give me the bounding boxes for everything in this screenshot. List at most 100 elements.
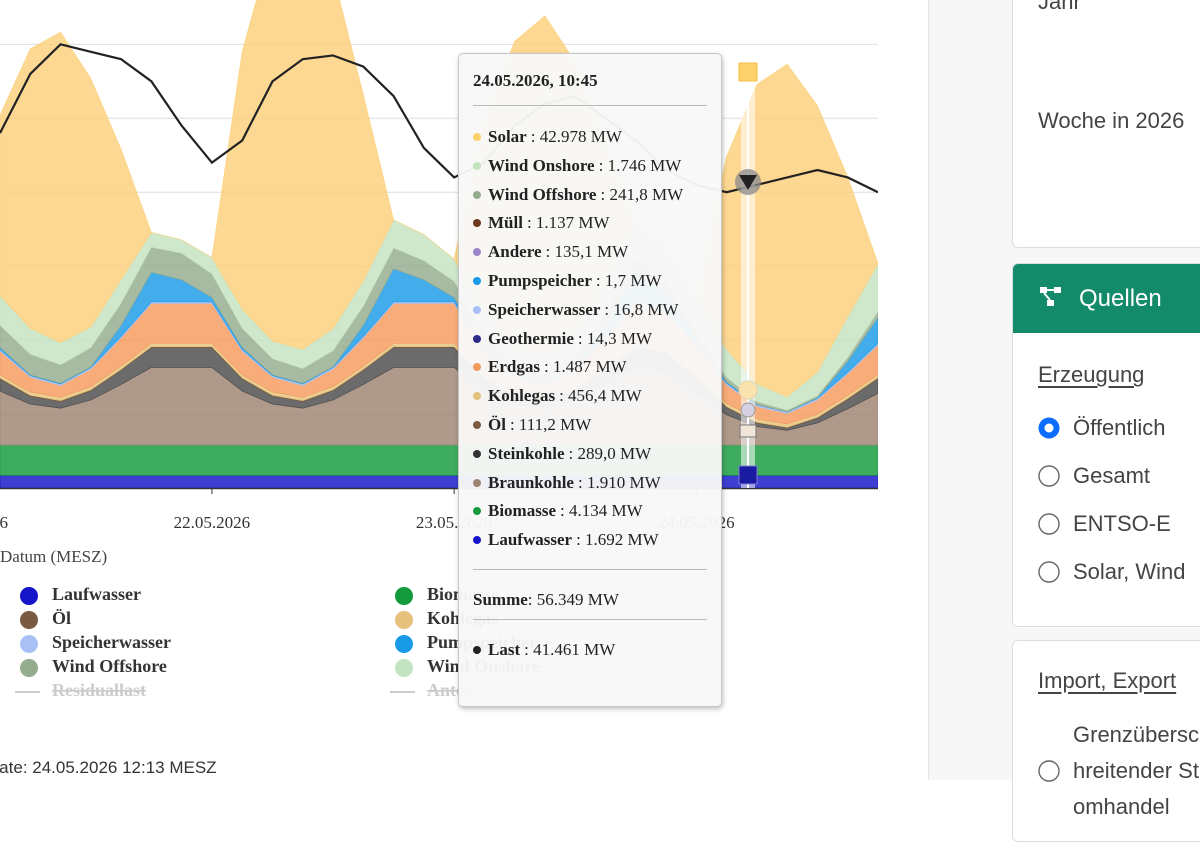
radio-ring <box>1038 465 1060 487</box>
legend-dot <box>473 536 481 545</box>
series-name: Kohlegas <box>488 386 556 406</box>
area <box>0 0 878 398</box>
series-name: Solar <box>488 127 527 146</box>
tooltip-load: Last: 41.461 MW <box>473 636 707 665</box>
series-name: Erdgas <box>488 357 540 377</box>
series-name: Andere <box>488 242 542 262</box>
tooltip-row: Biomasse: 4.134 MW <box>473 497 707 526</box>
series-name: Wind Onshore <box>488 155 595 175</box>
series-name: Steinkohle <box>488 443 565 463</box>
hover-marker <box>740 402 756 418</box>
series-name: Geothermie <box>488 328 574 348</box>
legend-marker <box>395 587 413 605</box>
import-card: Import, Export Grenzüberschreitender Str… <box>1012 640 1200 842</box>
legend-dot <box>473 507 481 516</box>
legend-marker <box>20 587 38 605</box>
series-value: : 241,8 MW <box>600 184 684 204</box>
series-value: : 1.692 MW <box>576 530 659 550</box>
radio-label: Grenzüberschreitender Stromhandel <box>1073 722 1200 819</box>
series-name: Wind Offshore <box>488 184 597 204</box>
radio-ring <box>1038 513 1060 535</box>
tooltip-row: Laufwasser: 1.692 MW <box>473 526 707 555</box>
radio-label: Solar, Wind <box>1073 559 1186 584</box>
radio-ring <box>1038 561 1060 583</box>
sources-card: Quellen Erzeugung Öffentlich Gesamt ENTSO-… <box>1012 263 1200 627</box>
tooltip-row: Braunkohle: 1.910 MW <box>473 469 707 498</box>
tooltip-row: Pumpspeicher: 1,7 MW <box>473 267 707 296</box>
radio-option[interactable]: Grenzüberschreitender Stromhandel <box>1037 717 1200 825</box>
tooltip-row: Speicherwasser: 16,8 MW <box>473 296 707 325</box>
hover-marker <box>738 465 758 485</box>
chart: 0100002000030000400005000060000 21.05.20… <box>0 0 878 700</box>
series-value: : 14,3 MW <box>577 328 653 348</box>
x-axis-title: Datum (MESZ) <box>0 547 107 566</box>
update-time: Update: 24.05.2026 12:13 MESZ <box>0 758 217 777</box>
sources-header[interactable]: Quellen <box>1013 264 1200 333</box>
sum-label: Summe <box>473 589 528 609</box>
radio-ring <box>1038 760 1060 782</box>
tooltip-row: Solar: 42.978 MW <box>473 123 707 152</box>
tooltip-row: Erdgas: 1.487 MW <box>473 353 707 382</box>
radio-option[interactable]: ENTSO-E <box>1037 511 1171 537</box>
load-label: Last <box>488 639 521 659</box>
tooltip-row: Kohlegas: 456,4 MW <box>473 382 707 411</box>
series-value: : 1.487 MW <box>543 357 627 377</box>
radio-button[interactable] <box>1037 464 1061 488</box>
hover-marker <box>739 424 757 438</box>
series-name: Biomasse <box>488 501 556 521</box>
divider <box>473 105 707 106</box>
radio-button[interactable] <box>1037 560 1061 584</box>
crosshair <box>735 62 761 488</box>
series-name: Pumpspeicher <box>488 270 592 290</box>
series-value: : 1.910 MW <box>577 472 661 492</box>
legend-label: Öl <box>52 608 71 628</box>
legend-marker <box>20 611 38 629</box>
legend-label: Wind Offshore <box>52 656 167 676</box>
legend-label: Laufwasser <box>52 584 141 604</box>
x-tick-label: 21.05.2026 <box>0 513 8 532</box>
radio-button[interactable] <box>1037 512 1061 536</box>
legend-dot <box>473 449 481 458</box>
radio-option[interactable]: Gesamt <box>1037 463 1150 489</box>
legend-dot <box>473 161 481 170</box>
load-value: : 41.461 MW <box>524 639 616 659</box>
radio-option[interactable]: Öffentlich <box>1037 415 1166 441</box>
hover-marker <box>738 62 758 82</box>
line <box>0 43 878 194</box>
tooltip-row: Müll: 1.137 MW <box>473 209 707 238</box>
series-value: : 4.134 MW <box>560 501 643 521</box>
sources-icon <box>1040 287 1061 306</box>
legend-dot <box>473 478 481 487</box>
tooltip-row: Öl: 111,2 MW <box>473 411 707 440</box>
legend-dot <box>473 645 481 654</box>
radio-dot <box>1044 423 1054 433</box>
import-title: Import, Export <box>1038 668 1177 693</box>
legend-dot <box>473 421 481 430</box>
series-value: : 16,8 MW <box>604 299 679 319</box>
series-value: : 1.746 MW <box>598 155 682 175</box>
legend-marker <box>395 611 413 629</box>
year-label: Jahr <box>1038 0 1081 14</box>
generation-title: Erzeugung <box>1038 362 1145 387</box>
divider <box>473 618 707 620</box>
hover-marker <box>739 175 757 190</box>
legend-dot <box>473 305 481 314</box>
hover-marker <box>738 380 758 400</box>
legend-label: Residuallast <box>52 680 146 700</box>
legend-label: Speicherwasser <box>52 632 171 652</box>
tooltip-row: Wind Offshore: 241,8 MW <box>473 181 707 210</box>
series-value: : 135,1 MW <box>545 242 629 262</box>
tooltip-row: Geothermie: 14,3 MW <box>473 325 707 354</box>
legend-marker <box>395 635 413 653</box>
radio-option[interactable]: Solar, Wind <box>1037 559 1186 585</box>
radio-button[interactable] <box>1037 759 1061 783</box>
series-value: : 456,4 MW <box>559 386 642 406</box>
series-value: : 111,2 MW <box>509 414 592 434</box>
tooltip-sum: Summe: 56.349 MW <box>473 586 707 615</box>
series-name: Müll <box>488 213 523 233</box>
legend-dot <box>473 133 481 142</box>
radio-button[interactable] <box>1037 416 1061 440</box>
radio-label: ENTSO-E <box>1073 511 1171 536</box>
tooltip-items: Solar: 42.978 MW Wind Onshore: 1.746 MW Wi… <box>473 123 707 555</box>
legend-dot <box>473 334 481 343</box>
